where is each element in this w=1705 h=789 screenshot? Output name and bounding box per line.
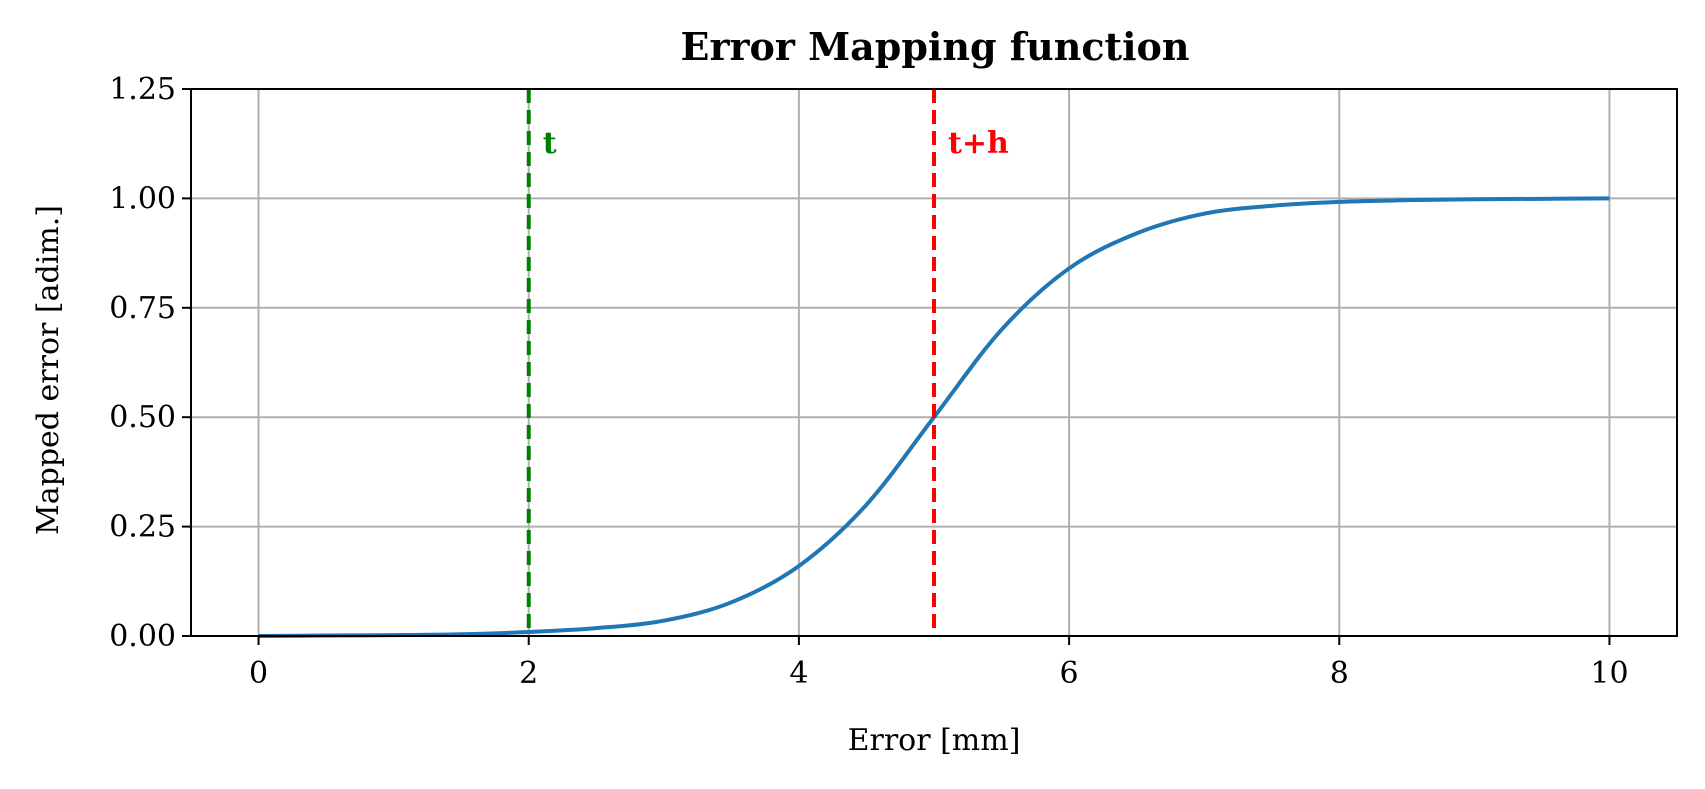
y-axis-label: Mapped error [adim.] <box>31 205 66 535</box>
chart-title: Error Mapping function <box>681 24 1190 69</box>
y-tick-label: 0.25 <box>109 510 176 545</box>
y-tick-label: 1.00 <box>109 181 176 216</box>
x-axis-label: Error [mm] <box>848 723 1021 758</box>
y-tick-label: 1.25 <box>109 72 176 107</box>
x-tick-label: 4 <box>789 656 808 691</box>
y-tick-label: 0.00 <box>109 619 176 654</box>
x-tick-label: 8 <box>1330 656 1349 691</box>
x-tick-label: 2 <box>519 656 538 691</box>
x-axis-ticks: 0 2 4 6 8 10 <box>249 636 1629 691</box>
y-tick-label: 0.75 <box>109 291 176 326</box>
threshold-label: t+h <box>948 126 1009 161</box>
threshold-label: t <box>543 126 557 161</box>
plot-frame <box>190 88 1678 637</box>
x-tick-label: 0 <box>249 656 268 691</box>
x-tick-label: 10 <box>1590 656 1628 691</box>
y-tick-label: 0.50 <box>109 400 176 435</box>
y-axis-ticks: 0.00 0.25 0.50 0.75 1.00 1.25 <box>109 72 191 654</box>
annotation-layer: t t+h <box>526 89 1009 636</box>
x-tick-label: 6 <box>1060 656 1079 691</box>
